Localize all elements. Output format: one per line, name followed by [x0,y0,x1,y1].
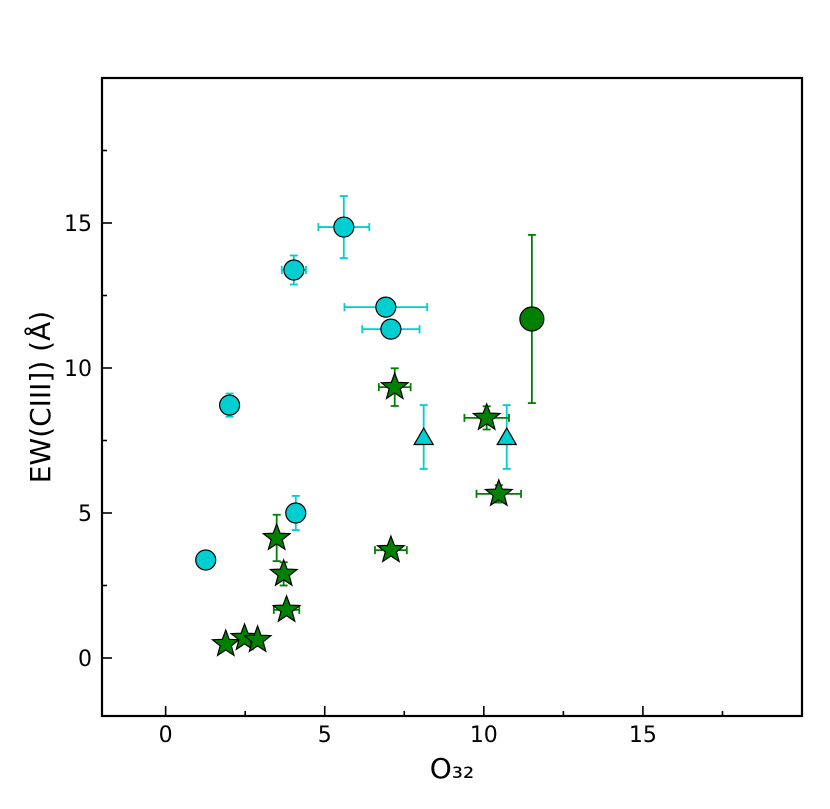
plot-frame [100,76,804,718]
point [242,624,273,653]
point [261,522,292,551]
point [413,426,435,446]
point [333,216,355,238]
point [496,426,518,446]
y-tick-label: 5 [78,502,92,527]
point [519,306,545,332]
x-tick-label: 0 [159,723,173,748]
y-tick-label: 10 [64,357,92,382]
point [268,558,299,587]
x-tick-label: 15 [629,723,657,748]
point [195,549,217,571]
point [218,394,241,416]
x-tick-label: 5 [318,723,332,748]
point [283,259,305,281]
y-tick-label: 15 [64,212,92,237]
point [380,318,402,340]
x-tick-label: 10 [470,723,498,748]
point [285,502,307,524]
point [379,371,410,400]
point [271,594,302,623]
point [483,478,514,507]
y-axis-label: EW(CIII]) (Å) [23,311,57,483]
point [210,628,241,657]
point [375,534,406,563]
point [471,402,502,431]
y-tick-label: 0 [78,647,92,672]
point [375,296,397,318]
x-axis-label: O₃₂ [430,752,475,785]
